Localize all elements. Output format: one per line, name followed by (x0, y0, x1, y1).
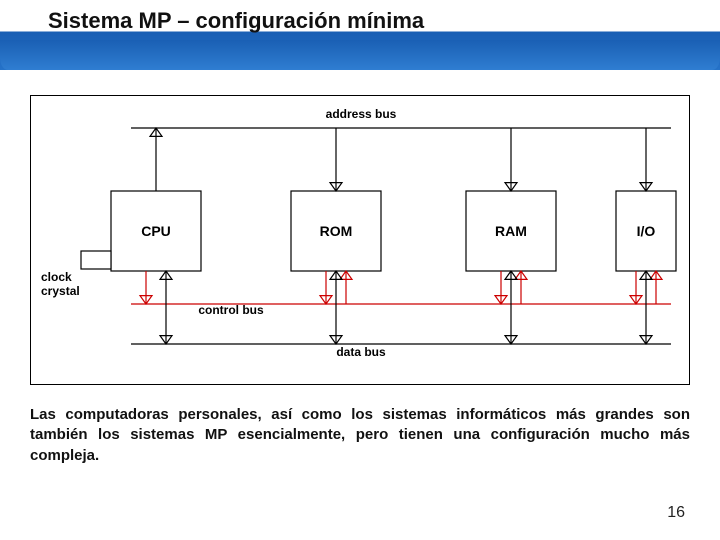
page-number: 16 (667, 504, 685, 522)
slide-header: Sistema MP – configuración mínima (0, 0, 720, 70)
svg-text:crystal: crystal (41, 284, 80, 298)
diagram-svg: address bus control bus data bus CPU ROM RAM I… (31, 96, 691, 386)
slide-title: Sistema MP – configuración mínima (48, 8, 424, 34)
svg-text:control bus: control bus (198, 303, 264, 317)
svg-text:address bus: address bus (326, 107, 397, 121)
svg-text:clock: clock (41, 270, 72, 284)
svg-text:data bus: data bus (336, 345, 386, 359)
svg-text:I/O: I/O (637, 223, 656, 239)
block-diagram: address bus control bus data bus CPU ROM RAM I… (30, 95, 690, 385)
svg-text:RAM: RAM (495, 223, 527, 239)
svg-text:ROM: ROM (320, 223, 353, 239)
body-text: Las computadoras personales, así como lo… (30, 405, 690, 466)
svg-text:CPU: CPU (141, 223, 171, 239)
